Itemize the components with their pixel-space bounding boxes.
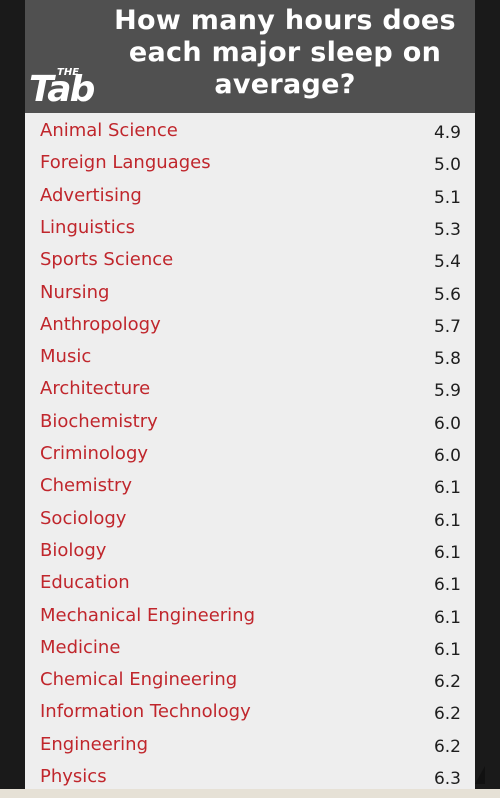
logo-small-text: THE xyxy=(57,67,80,78)
table-row: Nursing 5.6 xyxy=(25,277,475,309)
table-row: Biology 6.1 xyxy=(25,535,475,567)
average-hours: 6.1 xyxy=(433,510,461,531)
major-name: Physics xyxy=(40,766,107,787)
major-name: Animal Science xyxy=(40,120,178,141)
average-hours: 6.1 xyxy=(433,639,461,660)
table-row: Animal Science 4.9 xyxy=(25,115,475,147)
major-name: Anthropology xyxy=(40,313,161,335)
table-row: Music 5.8 xyxy=(25,341,475,373)
average-hours: 5.4 xyxy=(433,252,461,273)
major-name: Criminology xyxy=(40,443,149,464)
table-row: Anthropology 5.7 xyxy=(25,309,475,341)
average-hours: 5.1 xyxy=(433,187,461,208)
major-name: Linguistics xyxy=(40,216,135,238)
average-hours: 5.6 xyxy=(433,284,461,305)
table-row: Advertising 5.1 xyxy=(25,180,475,212)
major-name: Nursing xyxy=(40,281,110,303)
table-row: Foreign Languages 5.0 xyxy=(25,147,475,179)
major-name: Biochemistry xyxy=(40,410,158,432)
major-name: Information Technology xyxy=(40,701,251,723)
average-hours: 6.2 xyxy=(433,736,461,757)
average-hours: 5.3 xyxy=(433,219,461,240)
average-hours: 5.7 xyxy=(433,316,461,337)
table-row: Linguistics 5.3 xyxy=(25,212,475,244)
table-row: Sports Science 5.4 xyxy=(25,244,475,276)
table-row: Education 6.1 xyxy=(25,567,475,599)
major-name: Mechanical Engineering xyxy=(40,604,255,626)
major-name: Chemical Engineering xyxy=(40,669,238,691)
major-name: Sports Science xyxy=(40,249,174,271)
sleep-hours-table: Animal Science 4.9 Foreign Languages 5.0 Adv… xyxy=(25,113,475,789)
table-row: Architecture 5.9 xyxy=(25,373,475,405)
infographic-header: How many hours does each major sleep on … xyxy=(25,0,475,113)
logo-main-text: Tab xyxy=(29,69,95,110)
average-hours: 6.2 xyxy=(433,672,461,693)
chart-title: How many hours does each major sleep on … xyxy=(114,5,456,100)
average-hours: 5.0 xyxy=(433,155,461,176)
average-hours: 6.2 xyxy=(433,704,461,725)
average-hours: 6.0 xyxy=(433,413,461,434)
average-hours: 6.3 xyxy=(433,769,461,789)
tab-logo: THE Tab xyxy=(29,66,111,110)
major-name: Architecture xyxy=(40,378,151,400)
major-name: Engineering xyxy=(40,733,148,755)
average-hours: 5.9 xyxy=(433,381,461,402)
major-name: Foreign Languages xyxy=(40,152,211,174)
average-hours: 4.9 xyxy=(433,123,461,143)
bottom-strip xyxy=(0,789,500,798)
table-row: Chemical Engineering 6.2 xyxy=(25,664,475,696)
table-row: Sociology 6.1 xyxy=(25,503,475,535)
major-name: Chemistry xyxy=(40,475,133,497)
table-row: Chemistry 6.1 xyxy=(25,470,475,502)
average-hours: 6.1 xyxy=(433,478,461,499)
table-row: Criminology 6.0 xyxy=(25,438,475,470)
major-name: Music xyxy=(40,346,92,368)
average-hours: 6.1 xyxy=(433,575,461,596)
table-row: Medicine 6.1 xyxy=(25,632,475,664)
average-hours: 6.1 xyxy=(433,542,461,563)
major-name: Advertising xyxy=(40,184,142,206)
table-row: Engineering 6.2 xyxy=(25,729,475,761)
major-name: Education xyxy=(40,572,130,594)
major-name: Sociology xyxy=(40,507,127,529)
average-hours: 5.8 xyxy=(433,349,461,370)
average-hours: 6.1 xyxy=(433,607,461,628)
major-name: Biology xyxy=(40,539,107,561)
table-row: Mechanical Engineering 6.1 xyxy=(25,600,475,632)
average-hours: 6.0 xyxy=(433,446,461,466)
table-row: Physics 6.3 xyxy=(25,761,475,793)
table-row: Biochemistry 6.0 xyxy=(25,406,475,438)
major-name: Medicine xyxy=(40,636,121,658)
corner-mark xyxy=(475,766,485,784)
table-row: Information Technology 6.2 xyxy=(25,696,475,728)
